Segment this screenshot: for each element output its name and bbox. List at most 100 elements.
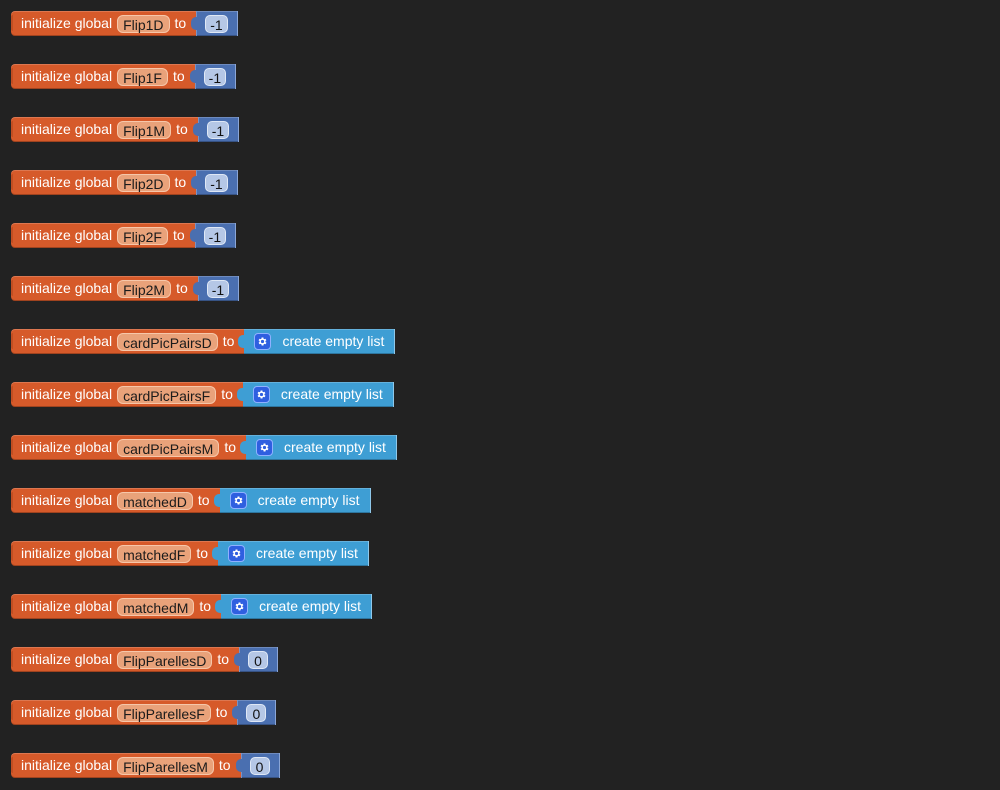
gear-icon[interactable] bbox=[256, 439, 273, 456]
initialize-global-block[interactable]: initialize global cardPicPairsD to bbox=[11, 329, 254, 354]
initialize-global-block[interactable]: initialize global matchedM to bbox=[11, 594, 231, 619]
to-label: to bbox=[174, 174, 187, 190]
to-label: to bbox=[217, 651, 229, 667]
global-variable-block[interactable]: initialize global FlipParellesD to 0 bbox=[11, 647, 278, 672]
global-variable-block[interactable]: initialize global matchedD to create empty … bbox=[11, 488, 371, 513]
initialize-global-label: initialize global bbox=[21, 492, 113, 508]
variable-name-field[interactable]: Flip1M bbox=[117, 120, 172, 139]
variable-name-field[interactable]: FlipParellesF bbox=[117, 703, 211, 722]
global-variable-block[interactable]: initialize global matchedM to create empty … bbox=[11, 594, 373, 619]
initialize-global-label: initialize global bbox=[21, 280, 113, 296]
gear-icon[interactable] bbox=[228, 545, 245, 562]
number-block[interactable]: -1 bbox=[191, 11, 238, 36]
block-output-tab bbox=[189, 229, 198, 242]
to-label: to bbox=[215, 704, 228, 720]
number-block[interactable]: -1 bbox=[192, 276, 240, 301]
variable-name-field[interactable]: Flip2D bbox=[117, 173, 170, 192]
create-empty-list-block[interactable]: create empty list bbox=[236, 382, 394, 407]
block-output-tab bbox=[234, 653, 242, 666]
initialize-global-block[interactable]: initialize global Flip2M to bbox=[11, 276, 207, 301]
initialize-global-block[interactable]: initialize global Flip1M to bbox=[11, 117, 207, 142]
create-empty-list-label: create empty list bbox=[284, 439, 386, 455]
block-output-tab bbox=[240, 441, 248, 454]
variable-name-field[interactable]: Flip2M bbox=[117, 279, 172, 298]
gear-icon[interactable] bbox=[254, 333, 272, 350]
block-output-tab bbox=[191, 176, 200, 189]
global-variable-block[interactable]: initialize global cardPicPairsM to create e… bbox=[11, 435, 397, 460]
number-field[interactable]: -1 bbox=[205, 14, 228, 33]
global-variable-block[interactable]: initialize global matchedF to create empty … bbox=[11, 541, 369, 566]
global-variable-block[interactable]: initialize global Flip1D to -1 bbox=[11, 11, 238, 36]
to-label: to bbox=[197, 492, 210, 508]
to-label: to bbox=[218, 757, 231, 773]
variable-name-field[interactable]: matchedF bbox=[117, 544, 192, 563]
variable-name-field[interactable]: Flip1D bbox=[117, 14, 170, 33]
global-variable-block[interactable]: initialize global Flip2M to -1 bbox=[11, 276, 240, 301]
number-field[interactable]: -1 bbox=[203, 226, 227, 245]
create-empty-list-block[interactable]: create empty list bbox=[240, 435, 397, 460]
initialize-global-label: initialize global bbox=[21, 68, 113, 84]
to-label: to bbox=[172, 68, 185, 84]
global-variable-block[interactable]: initialize global cardPicPairsF to create e… bbox=[11, 382, 394, 407]
variable-name-field[interactable]: cardPicPairsM bbox=[117, 438, 220, 457]
create-empty-list-block[interactable]: create empty list bbox=[212, 541, 369, 566]
global-variable-block[interactable]: initialize global Flip2D to -1 bbox=[11, 170, 238, 195]
number-field[interactable]: 0 bbox=[248, 650, 268, 669]
global-variable-block[interactable]: initialize global Flip1F to -1 bbox=[11, 64, 237, 89]
variable-name-field[interactable]: Flip1F bbox=[117, 67, 168, 86]
block-output-tab bbox=[232, 706, 241, 719]
initialize-global-label: initialize global bbox=[21, 174, 113, 190]
number-block[interactable]: 0 bbox=[232, 700, 277, 725]
global-variable-block[interactable]: initialize global FlipParellesM to 0 bbox=[11, 753, 280, 778]
create-empty-list-block[interactable]: create empty list bbox=[215, 594, 373, 619]
initialize-global-block[interactable]: initialize global cardPicPairsM to bbox=[11, 435, 255, 460]
initialize-global-block[interactable]: initialize global Flip2F to bbox=[11, 223, 204, 248]
gear-icon[interactable] bbox=[231, 598, 249, 615]
initialize-global-block[interactable]: initialize global Flip1F to bbox=[11, 64, 204, 89]
block-output-tab bbox=[238, 335, 247, 348]
initialize-global-block[interactable]: initialize global Flip2D to bbox=[11, 170, 206, 195]
variable-name-field[interactable]: cardPicPairsD bbox=[117, 332, 218, 351]
global-variable-block[interactable]: initialize global cardPicPairsD to create e… bbox=[11, 329, 396, 354]
number-field[interactable]: -1 bbox=[203, 67, 227, 86]
initialize-global-block[interactable]: initialize global matchedD to bbox=[11, 488, 229, 513]
number-block[interactable]: -1 bbox=[189, 223, 237, 248]
global-variable-block[interactable]: initialize global FlipParellesF to 0 bbox=[11, 700, 277, 725]
number-field[interactable]: -1 bbox=[205, 173, 228, 192]
variable-name-field[interactable]: matchedD bbox=[117, 491, 193, 510]
gear-icon[interactable] bbox=[252, 386, 270, 403]
variable-name-field[interactable]: cardPicPairsF bbox=[117, 385, 217, 404]
gear-icon[interactable] bbox=[229, 492, 247, 509]
initialize-global-block[interactable]: initialize global cardPicPairsF to bbox=[11, 382, 252, 407]
initialize-global-block[interactable]: initialize global FlipParellesD to bbox=[11, 647, 248, 672]
global-variable-block[interactable]: initialize global Flip2F to -1 bbox=[11, 223, 237, 248]
number-field[interactable]: 0 bbox=[246, 703, 267, 722]
create-empty-list-block[interactable]: create empty list bbox=[213, 488, 371, 513]
global-variable-block[interactable]: initialize global Flip1M to -1 bbox=[11, 117, 240, 142]
variable-name-field[interactable]: Flip2F bbox=[117, 226, 168, 245]
initialize-global-label: initialize global bbox=[21, 598, 113, 614]
to-label: to bbox=[196, 545, 208, 561]
create-empty-list-label: create empty list bbox=[259, 598, 362, 614]
to-label: to bbox=[224, 439, 236, 455]
variable-name-field[interactable]: FlipParellesD bbox=[117, 650, 213, 669]
number-block[interactable]: -1 bbox=[189, 64, 237, 89]
number-block[interactable]: 0 bbox=[234, 647, 278, 672]
to-label: to bbox=[174, 15, 187, 31]
number-block[interactable]: -1 bbox=[191, 170, 238, 195]
initialize-global-block[interactable]: initialize global Flip1D to bbox=[11, 11, 206, 36]
number-block[interactable]: -1 bbox=[192, 117, 240, 142]
create-empty-list-label: create empty list bbox=[282, 333, 385, 349]
initialize-global-block[interactable]: initialize global FlipParellesF to bbox=[11, 700, 247, 725]
number-field[interactable]: -1 bbox=[206, 120, 230, 139]
initialize-global-label: initialize global bbox=[21, 651, 113, 667]
number-block[interactable]: 0 bbox=[235, 753, 280, 778]
initialize-global-block[interactable]: initialize global matchedF to bbox=[11, 541, 227, 566]
number-field[interactable]: 0 bbox=[249, 756, 270, 775]
variable-name-field[interactable]: FlipParellesM bbox=[117, 756, 214, 775]
create-empty-list-block[interactable]: create empty list bbox=[238, 329, 396, 354]
number-field[interactable]: -1 bbox=[206, 279, 230, 298]
variable-name-field[interactable]: matchedM bbox=[117, 597, 195, 616]
initialize-global-block[interactable]: initialize global FlipParellesM to bbox=[11, 753, 250, 778]
